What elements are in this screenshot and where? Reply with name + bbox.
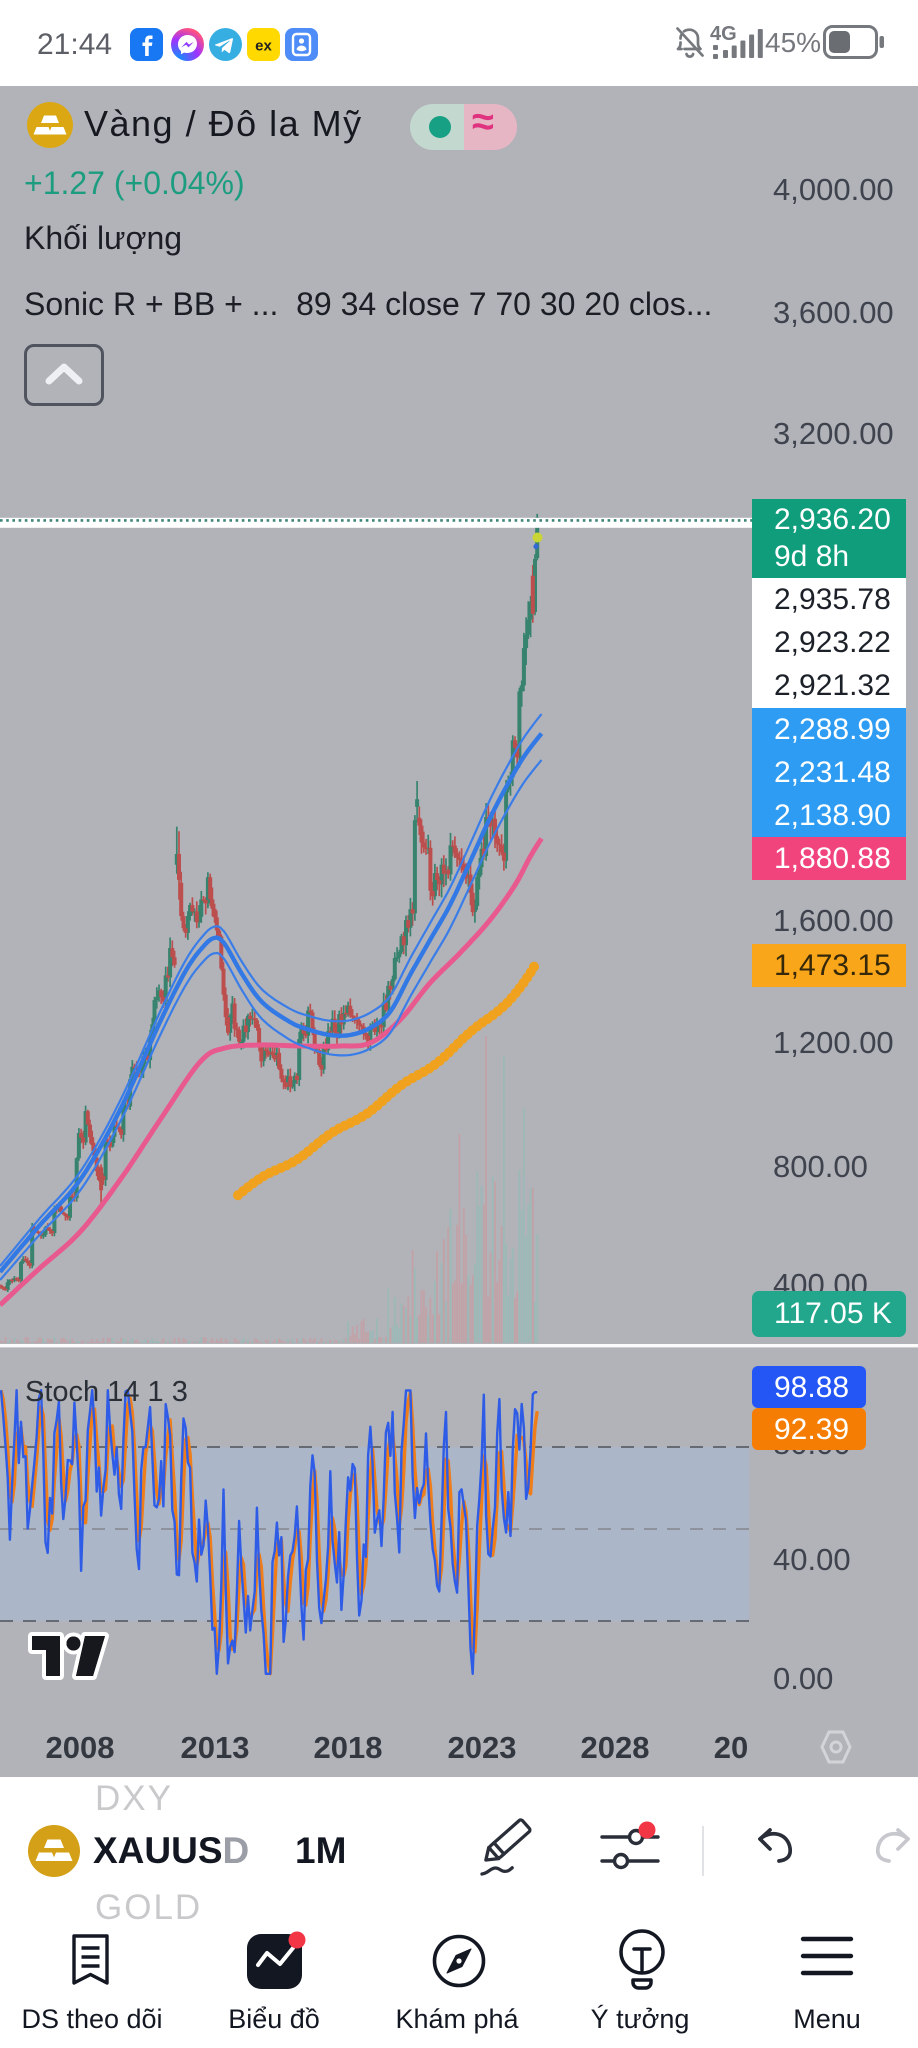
svg-text:ex: ex — [255, 38, 272, 55]
